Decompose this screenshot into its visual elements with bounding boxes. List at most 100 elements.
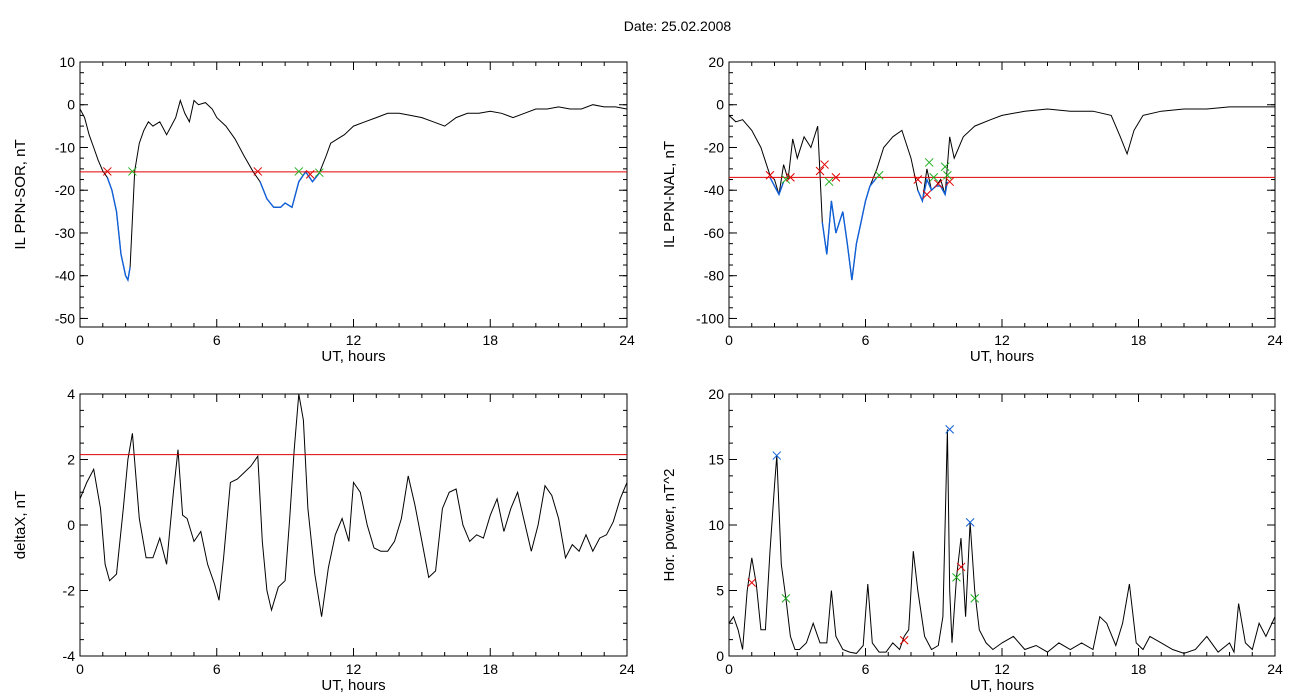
x-tick-label: 12	[994, 332, 1010, 348]
plot-area	[80, 394, 627, 617]
x-tick-label: 24	[1267, 332, 1283, 348]
y-tick-label: 0	[716, 648, 724, 664]
chart-hor-power: 0 6 12 18 24 20 15 10 5 0 UT, hours Hor. power, nT^…	[661, 386, 1283, 694]
cross-marker	[772, 451, 782, 460]
x-tick-label: 24	[1267, 661, 1283, 677]
y-axis-title: Hor. power, nT^2	[661, 469, 678, 582]
x-tick-label: 6	[213, 661, 221, 677]
y-tick-label: -10	[55, 139, 75, 155]
y-tick-label: -2	[63, 583, 76, 599]
cross-stroke	[952, 573, 961, 582]
y-tick-label: 20	[708, 54, 724, 70]
x-tick-label: 0	[725, 332, 733, 348]
y-tick-label: -20	[55, 182, 75, 198]
highlight-segment	[259, 170, 320, 209]
x-tick-label: 24	[619, 332, 635, 348]
y-tick-label: -4	[63, 648, 76, 664]
y-tick-label: 10	[59, 54, 75, 70]
y-tick-label: -80	[704, 268, 724, 284]
cross-marker	[874, 170, 884, 180]
x-tick-label: 6	[213, 332, 221, 348]
y-tick-label: 20	[708, 386, 724, 402]
cross-stroke	[102, 167, 112, 176]
cross-stroke	[294, 167, 304, 176]
y-tick-label: 0	[716, 97, 724, 113]
x-tick-label: 18	[482, 332, 498, 348]
cross-marker	[294, 167, 304, 176]
cross-stroke	[924, 158, 934, 167]
cross-stroke	[820, 160, 829, 169]
series-line	[80, 98, 627, 282]
cross-stroke	[765, 170, 775, 180]
chart-deltax: 0 6 12 18 24 4 2 0 -2 -4 UT, hours deltaX, nT	[12, 386, 635, 694]
cross-stroke	[781, 175, 791, 184]
cross-marker	[314, 168, 324, 178]
x-tick-label: 0	[76, 332, 84, 348]
plot-frame	[728, 393, 1276, 657]
series-line	[729, 429, 1275, 654]
x-tick-label: 0	[725, 661, 733, 677]
cross-stroke	[305, 170, 315, 179]
cross-stroke	[747, 578, 757, 587]
cross-marker	[747, 578, 757, 587]
cross-marker	[943, 170, 952, 180]
plot-frame	[728, 61, 1276, 328]
cross-marker	[933, 179, 943, 189]
cross-marker	[128, 167, 137, 176]
page-title: Date: 25.02.2008	[623, 18, 732, 34]
x-tick-label: 18	[1131, 332, 1147, 348]
x-tick-label: 6	[862, 661, 870, 677]
x-axis-title: UT, hours	[970, 348, 1034, 365]
x-tick-label: 18	[1131, 661, 1147, 677]
cross-marker	[956, 562, 966, 572]
series-line	[80, 394, 627, 617]
cross-marker	[929, 173, 939, 182]
cross-marker	[253, 167, 263, 176]
cross-stroke	[943, 170, 952, 180]
x-tick-label: 18	[482, 661, 498, 677]
y-tick-label: 4	[67, 386, 75, 402]
highlight-segment	[917, 177, 949, 204]
cross-stroke	[956, 562, 966, 572]
cross-stroke	[945, 177, 955, 187]
cross-marker	[786, 173, 795, 182]
chart-il-sor: 0 6 12 18 24 10 0 -10 -20 -30 -40 -50 UT, hours IL PP…	[12, 54, 635, 365]
y-tick-label: 10	[708, 517, 724, 533]
cross-marker	[913, 175, 923, 184]
cross-marker	[965, 518, 975, 527]
highlight-segment	[106, 177, 131, 283]
cross-stroke	[786, 173, 795, 182]
cross-stroke	[314, 168, 324, 178]
x-tick-label: 0	[76, 661, 84, 677]
plot-frame	[79, 393, 628, 657]
cross-stroke	[929, 173, 939, 182]
cross-marker	[305, 170, 315, 179]
cross-stroke	[253, 167, 263, 176]
cross-marker	[824, 177, 834, 187]
y-tick-label: 2	[67, 452, 75, 468]
cross-stroke	[922, 190, 932, 199]
chart-il-nal: 0 6 12 18 24 20 0 -20 -40 -60 -80 -100 UT, hours IL P…	[661, 54, 1283, 365]
y-axis-title: IL PPN-NAL, nT	[661, 141, 678, 248]
cross-marker	[820, 160, 829, 169]
x-tick-label: 6	[862, 332, 870, 348]
cross-marker	[945, 177, 955, 187]
cross-marker	[831, 173, 841, 182]
cross-stroke	[933, 179, 943, 189]
cross-marker	[945, 425, 955, 434]
cross-marker	[922, 190, 932, 199]
cross-stroke	[899, 635, 909, 645]
y-tick-label: -50	[55, 310, 75, 326]
y-axis-title: deltaX, nT	[12, 491, 29, 559]
plot-frame	[79, 61, 628, 328]
y-tick-label: -100	[696, 310, 724, 326]
y-tick-label: 15	[708, 452, 724, 468]
cross-stroke	[945, 425, 955, 434]
x-tick-label: 12	[346, 661, 362, 677]
x-axis-title: UT, hours	[970, 677, 1034, 694]
cross-marker	[815, 166, 825, 176]
x-axis-title: UT, hours	[321, 677, 385, 694]
cross-stroke	[874, 170, 884, 180]
cross-stroke	[772, 451, 782, 460]
plot-area	[729, 106, 1275, 281]
